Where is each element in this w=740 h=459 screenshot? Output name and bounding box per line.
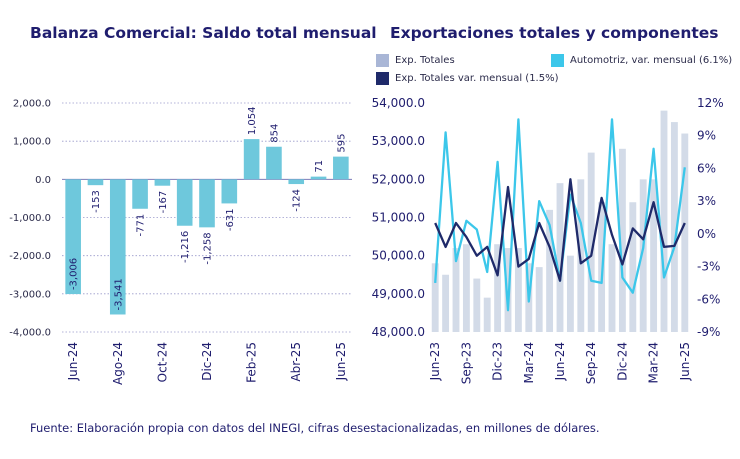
legend-swatch-exp-totales xyxy=(376,54,389,67)
balance-value-label: -124 xyxy=(292,189,303,212)
balance-value-label: -167 xyxy=(158,191,169,214)
balance-bar xyxy=(243,139,260,180)
balance-bar xyxy=(132,179,148,209)
balance-value-label: -1,258 xyxy=(203,232,214,264)
right-xtick-label: Dic-24 xyxy=(615,342,629,381)
right-left-ytick-label: 54,000.0 xyxy=(372,96,425,110)
balance-bar xyxy=(199,179,215,228)
balance-value-label: -3,541 xyxy=(113,278,124,310)
balance-bar xyxy=(87,179,104,186)
exp-totales-bar xyxy=(535,267,543,332)
exp-totales-bar xyxy=(681,133,689,332)
left-xtick-label: Jun-25 xyxy=(334,342,348,381)
left-xtick-label: Oct-24 xyxy=(155,342,169,382)
left-xtick-label: Abr-25 xyxy=(289,342,303,382)
left-ytick-label: 0.0 xyxy=(35,175,51,186)
right-xtick-label: Sep-23 xyxy=(459,342,473,384)
balance-bar xyxy=(221,179,238,204)
right-right-ytick-label: 12% xyxy=(697,96,724,110)
exp-totales-bar xyxy=(587,152,595,332)
legend-var-mensual: Exp. Totales var. mensual (1.5%) xyxy=(376,72,559,85)
exp-totales-bar xyxy=(618,148,626,332)
balance-value-label: 854 xyxy=(269,124,280,143)
exp-totales-bar xyxy=(462,244,470,332)
right-right-ytick-label: 3% xyxy=(697,194,716,208)
balance-bar xyxy=(310,176,327,180)
balance-value-label: -771 xyxy=(136,214,147,237)
balance-bar xyxy=(154,179,171,186)
balance-bar xyxy=(333,156,349,180)
right-left-ytick-label: 50,000.0 xyxy=(372,249,425,263)
right-chart-title: Exportaciones totales y componentes xyxy=(390,24,719,42)
right-left-ytick-label: 52,000.0 xyxy=(372,172,425,186)
left-ytick-label: 2,000.0 xyxy=(13,99,51,110)
legend-swatch-var-mensual xyxy=(376,72,389,85)
right-xtick-label: Jun-24 xyxy=(553,342,567,381)
right-left-ytick-label: 49,000.0 xyxy=(372,287,425,301)
legend-label-var-mensual: Exp. Totales var. mensual (1.5%) xyxy=(395,73,559,84)
exp-totales-bar xyxy=(608,244,616,332)
right-left-ytick-label: 53,000.0 xyxy=(372,134,425,148)
right-right-ytick-label: 6% xyxy=(697,161,716,175)
exp-totales-bar xyxy=(566,255,574,332)
right-xtick-label: Jun-23 xyxy=(428,342,442,381)
right-xtick-label: Mar-24 xyxy=(647,342,661,383)
exp-totales-bar xyxy=(473,278,481,332)
right-right-ytick-label: 0% xyxy=(697,227,716,241)
exp-totales-bar xyxy=(442,274,450,332)
exp-var-line xyxy=(434,178,686,282)
left-xtick-label: Feb-25 xyxy=(245,342,259,383)
exp-totales-bar xyxy=(452,248,460,332)
balance-value-label: 595 xyxy=(336,134,347,153)
exp-totales-bar xyxy=(431,263,439,332)
balance-value-label: -1,216 xyxy=(180,231,191,263)
right-left-ytick-label: 48,000.0 xyxy=(372,325,425,339)
balance-value-label: 1,054 xyxy=(247,106,258,135)
balance-value-label: -3,006 xyxy=(69,258,80,290)
exp-totales-bar xyxy=(514,248,522,332)
balance-value-label: -631 xyxy=(225,208,236,231)
legend-label-automotriz: Automotriz, var. mensual (6.1%) xyxy=(570,55,733,66)
exp-totales-bar xyxy=(494,244,502,332)
balance-bar xyxy=(176,179,193,226)
exp-totales-bar xyxy=(639,179,647,332)
legend-automotriz: Automotriz, var. mensual (6.1%) xyxy=(551,54,732,67)
exp-totales-bar xyxy=(629,202,637,332)
right-right-ytick-label: -9% xyxy=(697,325,720,339)
exp-totales-bar xyxy=(660,110,668,332)
exp-totales-bar xyxy=(650,179,658,332)
left-ytick-label: -4,000.0 xyxy=(9,328,51,339)
exp-totales-bar xyxy=(546,209,554,332)
right-right-ytick-label: -6% xyxy=(697,292,720,306)
right-right-ytick-label: -3% xyxy=(697,260,720,274)
legend-label-exp-totales: Exp. Totales xyxy=(395,55,455,66)
left-chart-title: Balanza Comercial: Saldo total mensual xyxy=(30,24,377,42)
balance-value-label: 71 xyxy=(314,160,325,173)
left-ytick-label: -3,000.0 xyxy=(9,289,51,300)
balance-bar xyxy=(109,179,126,315)
exp-totales-bar xyxy=(556,183,564,332)
right-xtick-label: Sep-24 xyxy=(584,342,598,384)
left-xtick-label: Jun-24 xyxy=(66,342,80,381)
left-ytick-label: -1,000.0 xyxy=(9,213,51,224)
left-ytick-label: -2,000.0 xyxy=(9,251,51,262)
legend-swatch-automotriz xyxy=(551,54,564,67)
balance-bar xyxy=(65,179,81,295)
balance-bar xyxy=(288,179,305,185)
left-xtick-label: Dic-24 xyxy=(200,342,214,381)
right-left-ytick-label: 51,000.0 xyxy=(372,211,425,225)
balance-value-label: -153 xyxy=(91,190,102,213)
exp-totales-bar xyxy=(670,122,678,332)
left-ytick-label: 1,000.0 xyxy=(13,137,51,148)
exp-totales-bar xyxy=(483,297,491,332)
right-xtick-label: Dic-23 xyxy=(491,342,505,381)
balance-bar xyxy=(266,146,282,180)
legend-exp-totales: Exp. Totales xyxy=(376,54,455,67)
right-xtick-label: Jun-25 xyxy=(678,342,692,381)
left-xtick-label: Ago-24 xyxy=(111,342,125,385)
right-xtick-label: Mar-24 xyxy=(522,342,536,383)
source-note: Fuente: Elaboración propia con datos del… xyxy=(30,421,600,435)
right-right-ytick-label: 9% xyxy=(697,129,716,143)
